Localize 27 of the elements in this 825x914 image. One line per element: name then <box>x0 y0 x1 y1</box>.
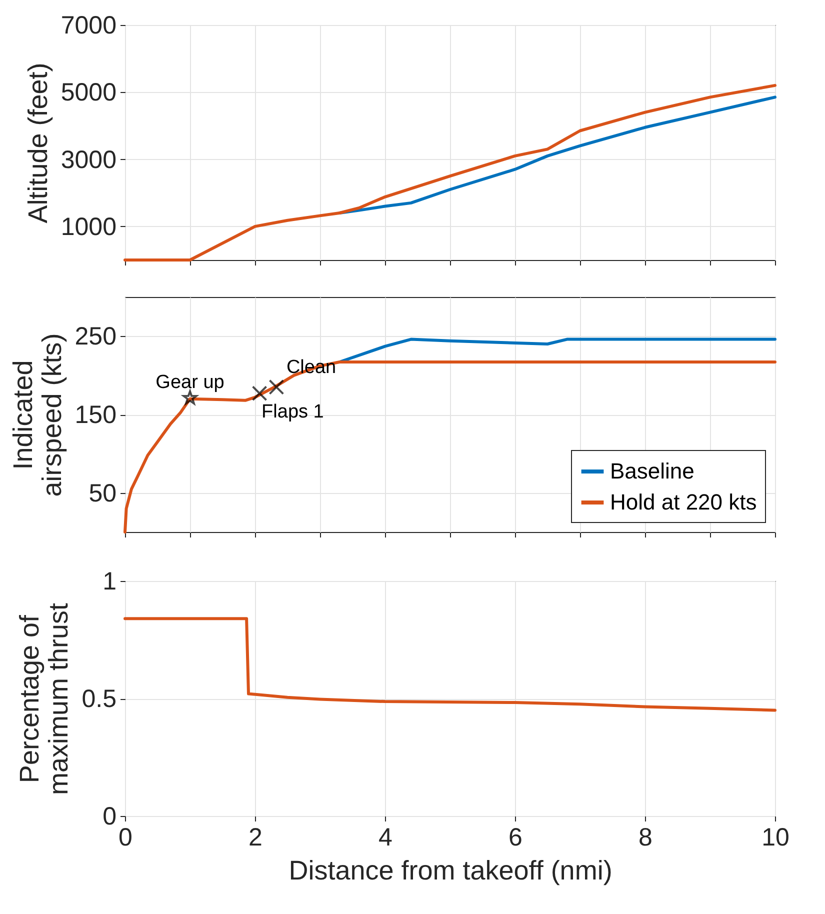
y-tick-label: 50 <box>88 479 116 508</box>
legend-label: Hold at 220 kts <box>610 490 757 514</box>
line-series <box>124 84 776 262</box>
y-tick-label: 7000 <box>60 12 116 40</box>
x-tick-label: 8 <box>638 824 652 852</box>
x-tick-label: 4 <box>378 824 393 852</box>
y-axis-title: Indicated airspeed (kts) <box>8 333 67 497</box>
y-tick-label: 1 <box>102 568 116 596</box>
annotation: Gear up <box>156 372 224 394</box>
line-series <box>124 360 776 534</box>
y-tick-label: 3000 <box>60 146 116 174</box>
y-tick-label: 5000 <box>60 78 116 107</box>
annotation: Flaps 1 <box>262 401 324 422</box>
y-tick-label: 1000 <box>60 212 116 241</box>
y-axis-title: Percentage of maximum thrust <box>14 602 74 796</box>
y-axis-title: Altitude (feet) <box>22 62 53 224</box>
x-tick-label: 10 <box>762 824 790 852</box>
y-tick-label: 150 <box>74 401 116 429</box>
y-tick-label: 250 <box>74 322 116 351</box>
y-tick-label: 0.5 <box>82 685 116 713</box>
line-series <box>124 617 776 712</box>
x-axis-title: Distance from takeoff (nmi) <box>288 856 612 886</box>
line-series <box>338 96 776 214</box>
x-tick-label: 6 <box>508 824 522 852</box>
x-tick-label: 2 <box>248 824 262 852</box>
legend-label: Baseline <box>610 458 694 484</box>
y-tick-label: 0 <box>102 802 116 830</box>
